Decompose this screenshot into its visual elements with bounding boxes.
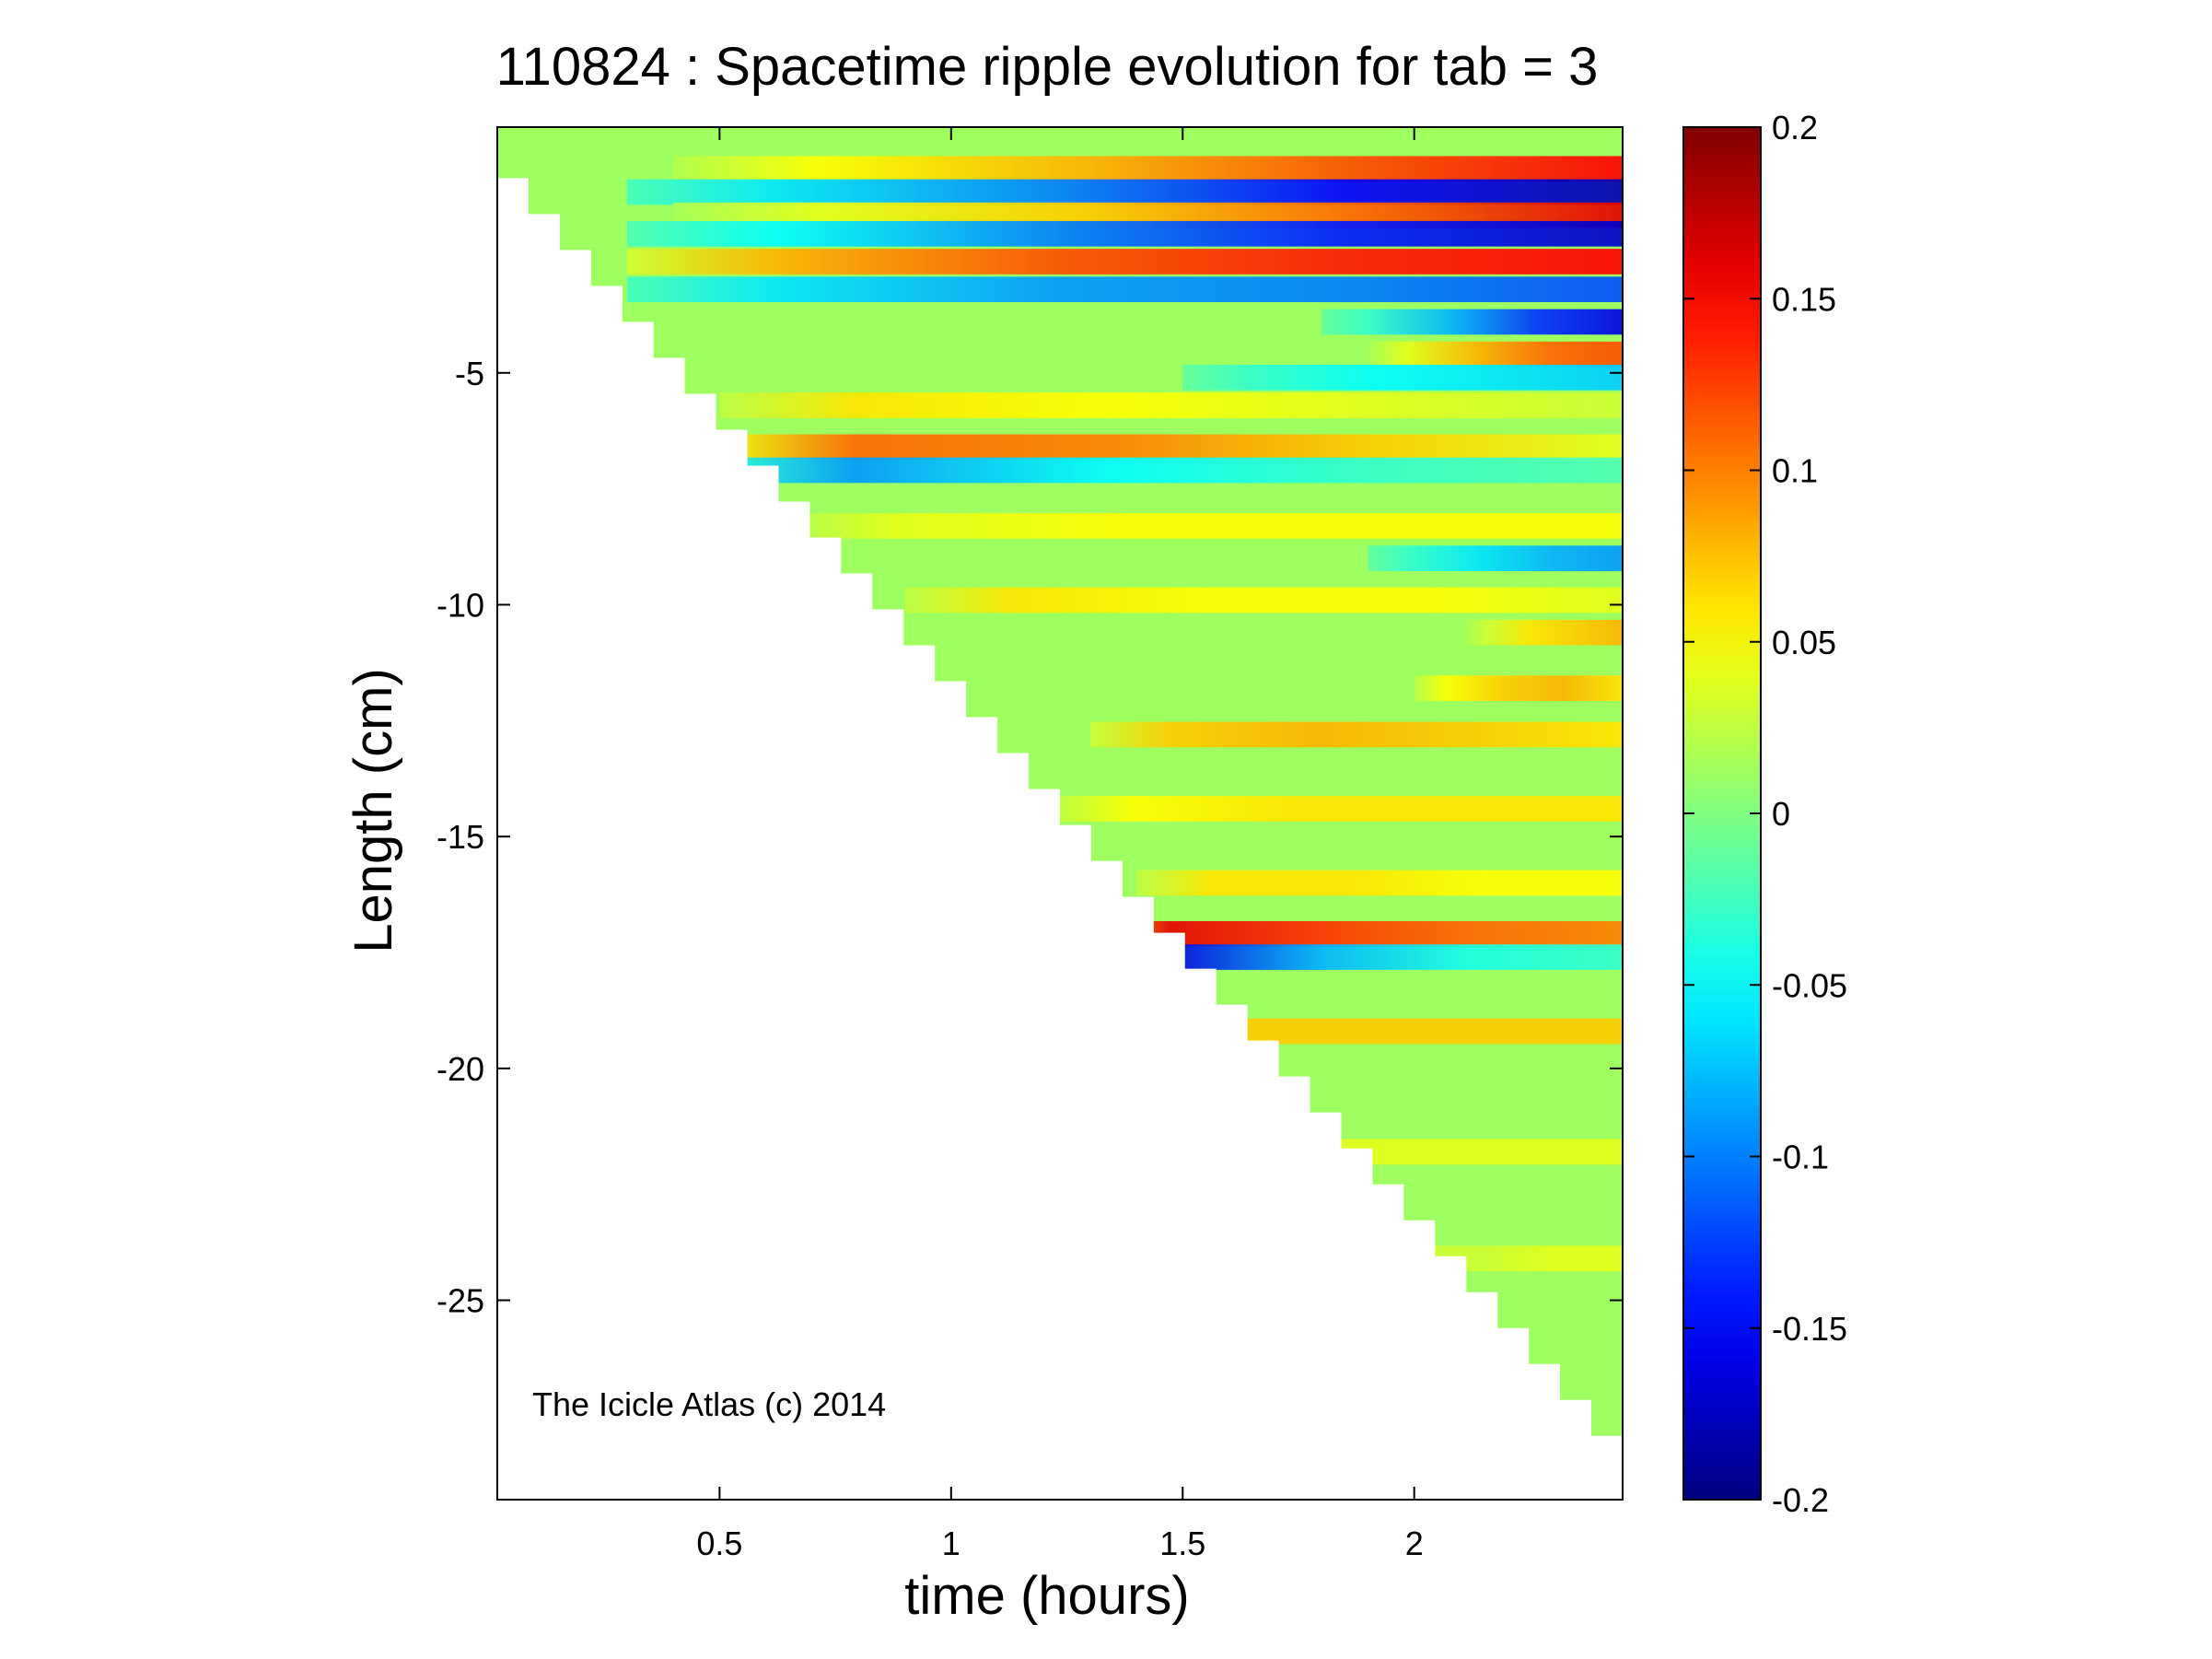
ripple-band	[1043, 796, 1623, 822]
ripple-band	[719, 434, 1623, 461]
ripple-band	[626, 276, 1623, 303]
colorbar-tick-label: -0.1	[1772, 1139, 1829, 1176]
x-tick-label: 0.5	[696, 1525, 742, 1562]
y-tick-label: -20	[437, 1050, 484, 1088]
ripple-bands	[626, 156, 1623, 1272]
x-axis: 0.5 1 1.5 2	[696, 127, 1424, 1562]
x-tick-label: 1	[942, 1525, 960, 1562]
chart-title: 110824 : Spacetime ripple evolution for …	[496, 37, 1599, 97]
y-axis: -5 -10 -15 -20 -25	[437, 355, 1623, 1320]
colorbar-tick-label: -0.2	[1772, 1481, 1829, 1519]
colorbar-tick-label: 0.05	[1772, 624, 1836, 661]
ripple-band	[673, 156, 1623, 182]
y-tick-label: -5	[455, 355, 484, 392]
copyright-annotation: The Icicle Atlas (c) 2014	[532, 1385, 886, 1423]
ripple-band	[904, 587, 1623, 613]
heatmap-layer	[497, 127, 1623, 1500]
ripple-band	[1321, 309, 1623, 335]
ripple-band	[719, 457, 1623, 484]
ripple-band	[626, 249, 1623, 275]
y-tick-label: -15	[437, 818, 484, 856]
ripple-band	[1460, 619, 1623, 646]
ripple-band	[1414, 675, 1623, 701]
plot-area: 0.5 1 1.5 2 -5 -10 -15 -20 -25	[437, 126, 1624, 1562]
colorbar: 0.2 0.15 0.1 0.05 0 -0.05 -0.1 -0.15 -0.2	[1682, 109, 1847, 1519]
colorbar-ticks: 0.2 0.15 0.1 0.05 0 -0.05 -0.1 -0.15 -0.2	[1683, 109, 1847, 1519]
y-tick-label: -25	[437, 1282, 484, 1320]
colorbar-tick-label: -0.15	[1772, 1310, 1847, 1348]
ripple-band	[765, 513, 1623, 539]
ripple-band	[1182, 364, 1623, 391]
colorbar-tick-label: 0.15	[1772, 280, 1836, 318]
y-axis-label: Length (cm)	[343, 668, 403, 952]
ripple-band	[1368, 341, 1623, 368]
ripple-band	[1182, 1018, 1623, 1045]
colorbar-tick-label: 0	[1772, 795, 1790, 833]
ripple-band	[626, 179, 1623, 205]
ripple-band	[626, 220, 1623, 247]
colorbar-gradient	[1683, 127, 1761, 1500]
x-tick-label: 1.5	[1159, 1525, 1205, 1562]
y-tick-label: -10	[437, 586, 484, 624]
colorbar-tick-label: 0.1	[1772, 452, 1818, 490]
x-tick-label: 2	[1405, 1525, 1424, 1562]
ripple-band	[1368, 545, 1623, 571]
colorbar-tick-label: -0.05	[1772, 966, 1847, 1004]
ripple-band	[719, 392, 1623, 418]
ripple-band	[1135, 870, 1623, 896]
ripple-band	[1089, 721, 1623, 748]
x-axis-label: time (hours)	[904, 1566, 1189, 1626]
plot-frame	[496, 126, 1624, 1501]
empty-region-mask	[497, 178, 1623, 1500]
colorbar-tick-label: 0.2	[1772, 109, 1818, 146]
